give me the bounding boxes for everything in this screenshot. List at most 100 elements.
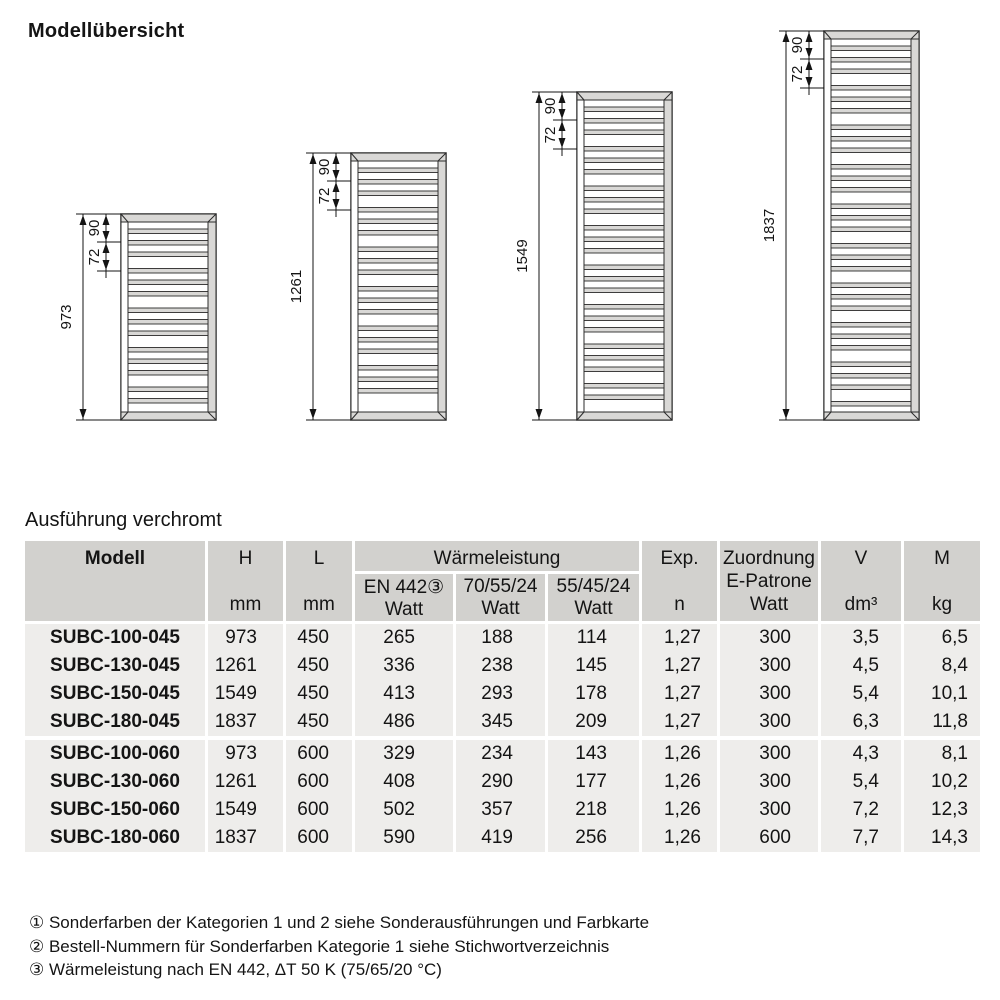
cell-value: 300 xyxy=(720,624,818,652)
cell-value: 450 xyxy=(286,652,352,680)
spec-table: Modell H mm L mm Wärmeleistung EN 442③ W… xyxy=(25,541,980,852)
cell-value: 8,4 xyxy=(904,652,980,680)
cell-value: 256 xyxy=(548,824,639,852)
cell-value: 419 xyxy=(456,824,545,852)
cell-value: 1,27 xyxy=(642,652,717,680)
cell-value: 1,26 xyxy=(642,796,717,824)
cell-model: SUBC-180-045 xyxy=(25,708,205,736)
footnote-1: ① Sonderfarben der Kategorien 1 und 2 si… xyxy=(29,913,650,932)
cell-value: 188 xyxy=(456,624,545,652)
cell-value: 14,3 xyxy=(904,824,980,852)
cell-value: 265 xyxy=(355,624,453,652)
header-705524-unit: Watt xyxy=(481,598,520,619)
cell-value: 450 xyxy=(286,680,352,708)
cell-value: 1261 xyxy=(208,768,283,796)
footnote-2: ② Bestell-Nummern für Sonderfarben Kateg… xyxy=(29,936,610,956)
dim-total-label: 1837 xyxy=(761,209,778,242)
dim-top-label: 90 xyxy=(542,98,559,115)
cell-value: 1261 xyxy=(208,652,283,680)
header-en442: EN 442③ Watt xyxy=(355,574,453,621)
header-modell-label: Modell xyxy=(84,548,146,569)
cell-value: 450 xyxy=(286,708,352,736)
cell-model: SUBC-180-060 xyxy=(25,824,205,852)
cell-value: 218 xyxy=(548,796,639,824)
header-waermeleistung: Wärmeleistung xyxy=(355,541,639,574)
header-exp-unit: n xyxy=(674,594,685,615)
cell-value: 300 xyxy=(720,680,818,708)
cell-value: 1,27 xyxy=(642,708,717,736)
cell-value: 600 xyxy=(286,740,352,768)
cell-value: 1549 xyxy=(208,680,283,708)
cell-value: 408 xyxy=(355,768,453,796)
radiator-drawing: 973 90 72 xyxy=(58,213,217,421)
cell-value: 6,5 xyxy=(904,624,980,652)
dim-mid-label: 72 xyxy=(316,188,333,205)
cell-value: 8,1 xyxy=(904,740,980,768)
cell-model: SUBC-130-045 xyxy=(25,652,205,680)
cell-value: 1,26 xyxy=(642,768,717,796)
header-m-unit: kg xyxy=(931,594,953,615)
cell-value: 1837 xyxy=(208,824,283,852)
page-title: Modellübersicht xyxy=(28,20,185,42)
cell-value: 345 xyxy=(456,708,545,736)
header-epatrone-label: E-Patrone xyxy=(726,571,812,592)
header-554524: 55/45/24 Watt xyxy=(548,574,639,621)
cell-value: 4,3 xyxy=(821,740,901,768)
radiator-drawing: 1549 90 72 xyxy=(514,91,673,421)
header-h: H mm xyxy=(208,541,283,621)
cell-model: SUBC-150-045 xyxy=(25,680,205,708)
dim-mid-label: 72 xyxy=(86,249,103,266)
header-v-label: V xyxy=(854,548,868,569)
header-en442-label: EN 442③ xyxy=(363,577,445,598)
header-h-unit: mm xyxy=(229,594,262,615)
table-body-group-045: SUBC-100-045 973 450 265 188 114 1,27 300 3,5 6,5… xyxy=(25,624,980,736)
cell-value: 600 xyxy=(286,796,352,824)
cell-value: 7,7 xyxy=(821,824,901,852)
cell-value: 600 xyxy=(286,768,352,796)
cell-value: 3,5 xyxy=(821,624,901,652)
cell-value: 300 xyxy=(720,652,818,680)
dim-mid-label: 72 xyxy=(789,66,806,83)
cell-value: 1,26 xyxy=(642,824,717,852)
cell-value: 238 xyxy=(456,652,545,680)
dim-top-label: 90 xyxy=(86,220,103,237)
cell-value: 11,8 xyxy=(904,708,980,736)
cell-value: 10,2 xyxy=(904,768,980,796)
header-l: L mm xyxy=(286,541,352,621)
cell-value: 4,5 xyxy=(821,652,901,680)
section-heading: Ausführung verchromt xyxy=(25,509,222,531)
cell-value: 1,27 xyxy=(642,680,717,708)
diagram-canvas: 973 90 72 1261 90 72 1549 90 72 1837 90 72 xyxy=(58,30,920,421)
cell-value: 145 xyxy=(548,652,639,680)
cell-value: 209 xyxy=(548,708,639,736)
cell-value: 600 xyxy=(720,824,818,852)
cell-value: 486 xyxy=(355,708,453,736)
header-l-unit: mm xyxy=(303,594,335,615)
cell-model: SUBC-150-060 xyxy=(25,796,205,824)
header-705524-label: 70/55/24 xyxy=(463,576,538,597)
header-h-label: H xyxy=(238,548,253,569)
cell-value: 413 xyxy=(355,680,453,708)
cell-value: 300 xyxy=(720,796,818,824)
header-m: M kg xyxy=(904,541,980,621)
header-exp: Exp. n xyxy=(642,541,717,621)
cell-value: 290 xyxy=(456,768,545,796)
cell-model: SUBC-130-060 xyxy=(25,768,205,796)
radiator-drawing: 1261 90 72 xyxy=(288,152,447,421)
cell-value: 1,27 xyxy=(642,624,717,652)
cell-value: 329 xyxy=(355,740,453,768)
cell-value: 114 xyxy=(548,624,639,652)
dim-top-label: 90 xyxy=(316,159,333,176)
dim-total-label: 1261 xyxy=(288,270,305,303)
dim-total-label: 1549 xyxy=(514,239,531,272)
header-zuordnung-label: Zuordnung xyxy=(723,548,815,569)
cell-model: SUBC-100-060 xyxy=(25,740,205,768)
cell-value: 6,3 xyxy=(821,708,901,736)
footnote-3: ③ Wärmeleistung nach EN 442, ΔT 50 K (75… xyxy=(29,960,442,979)
header-554524-label: 55/45/24 xyxy=(556,576,631,597)
cell-model: SUBC-100-045 xyxy=(25,624,205,652)
header-v-unit: dm³ xyxy=(844,594,878,615)
footnotes: ① Sonderfarben der Kategorien 1 und 2 si… xyxy=(29,911,649,982)
header-waermeleistung-label: Wärmeleistung xyxy=(433,548,561,569)
